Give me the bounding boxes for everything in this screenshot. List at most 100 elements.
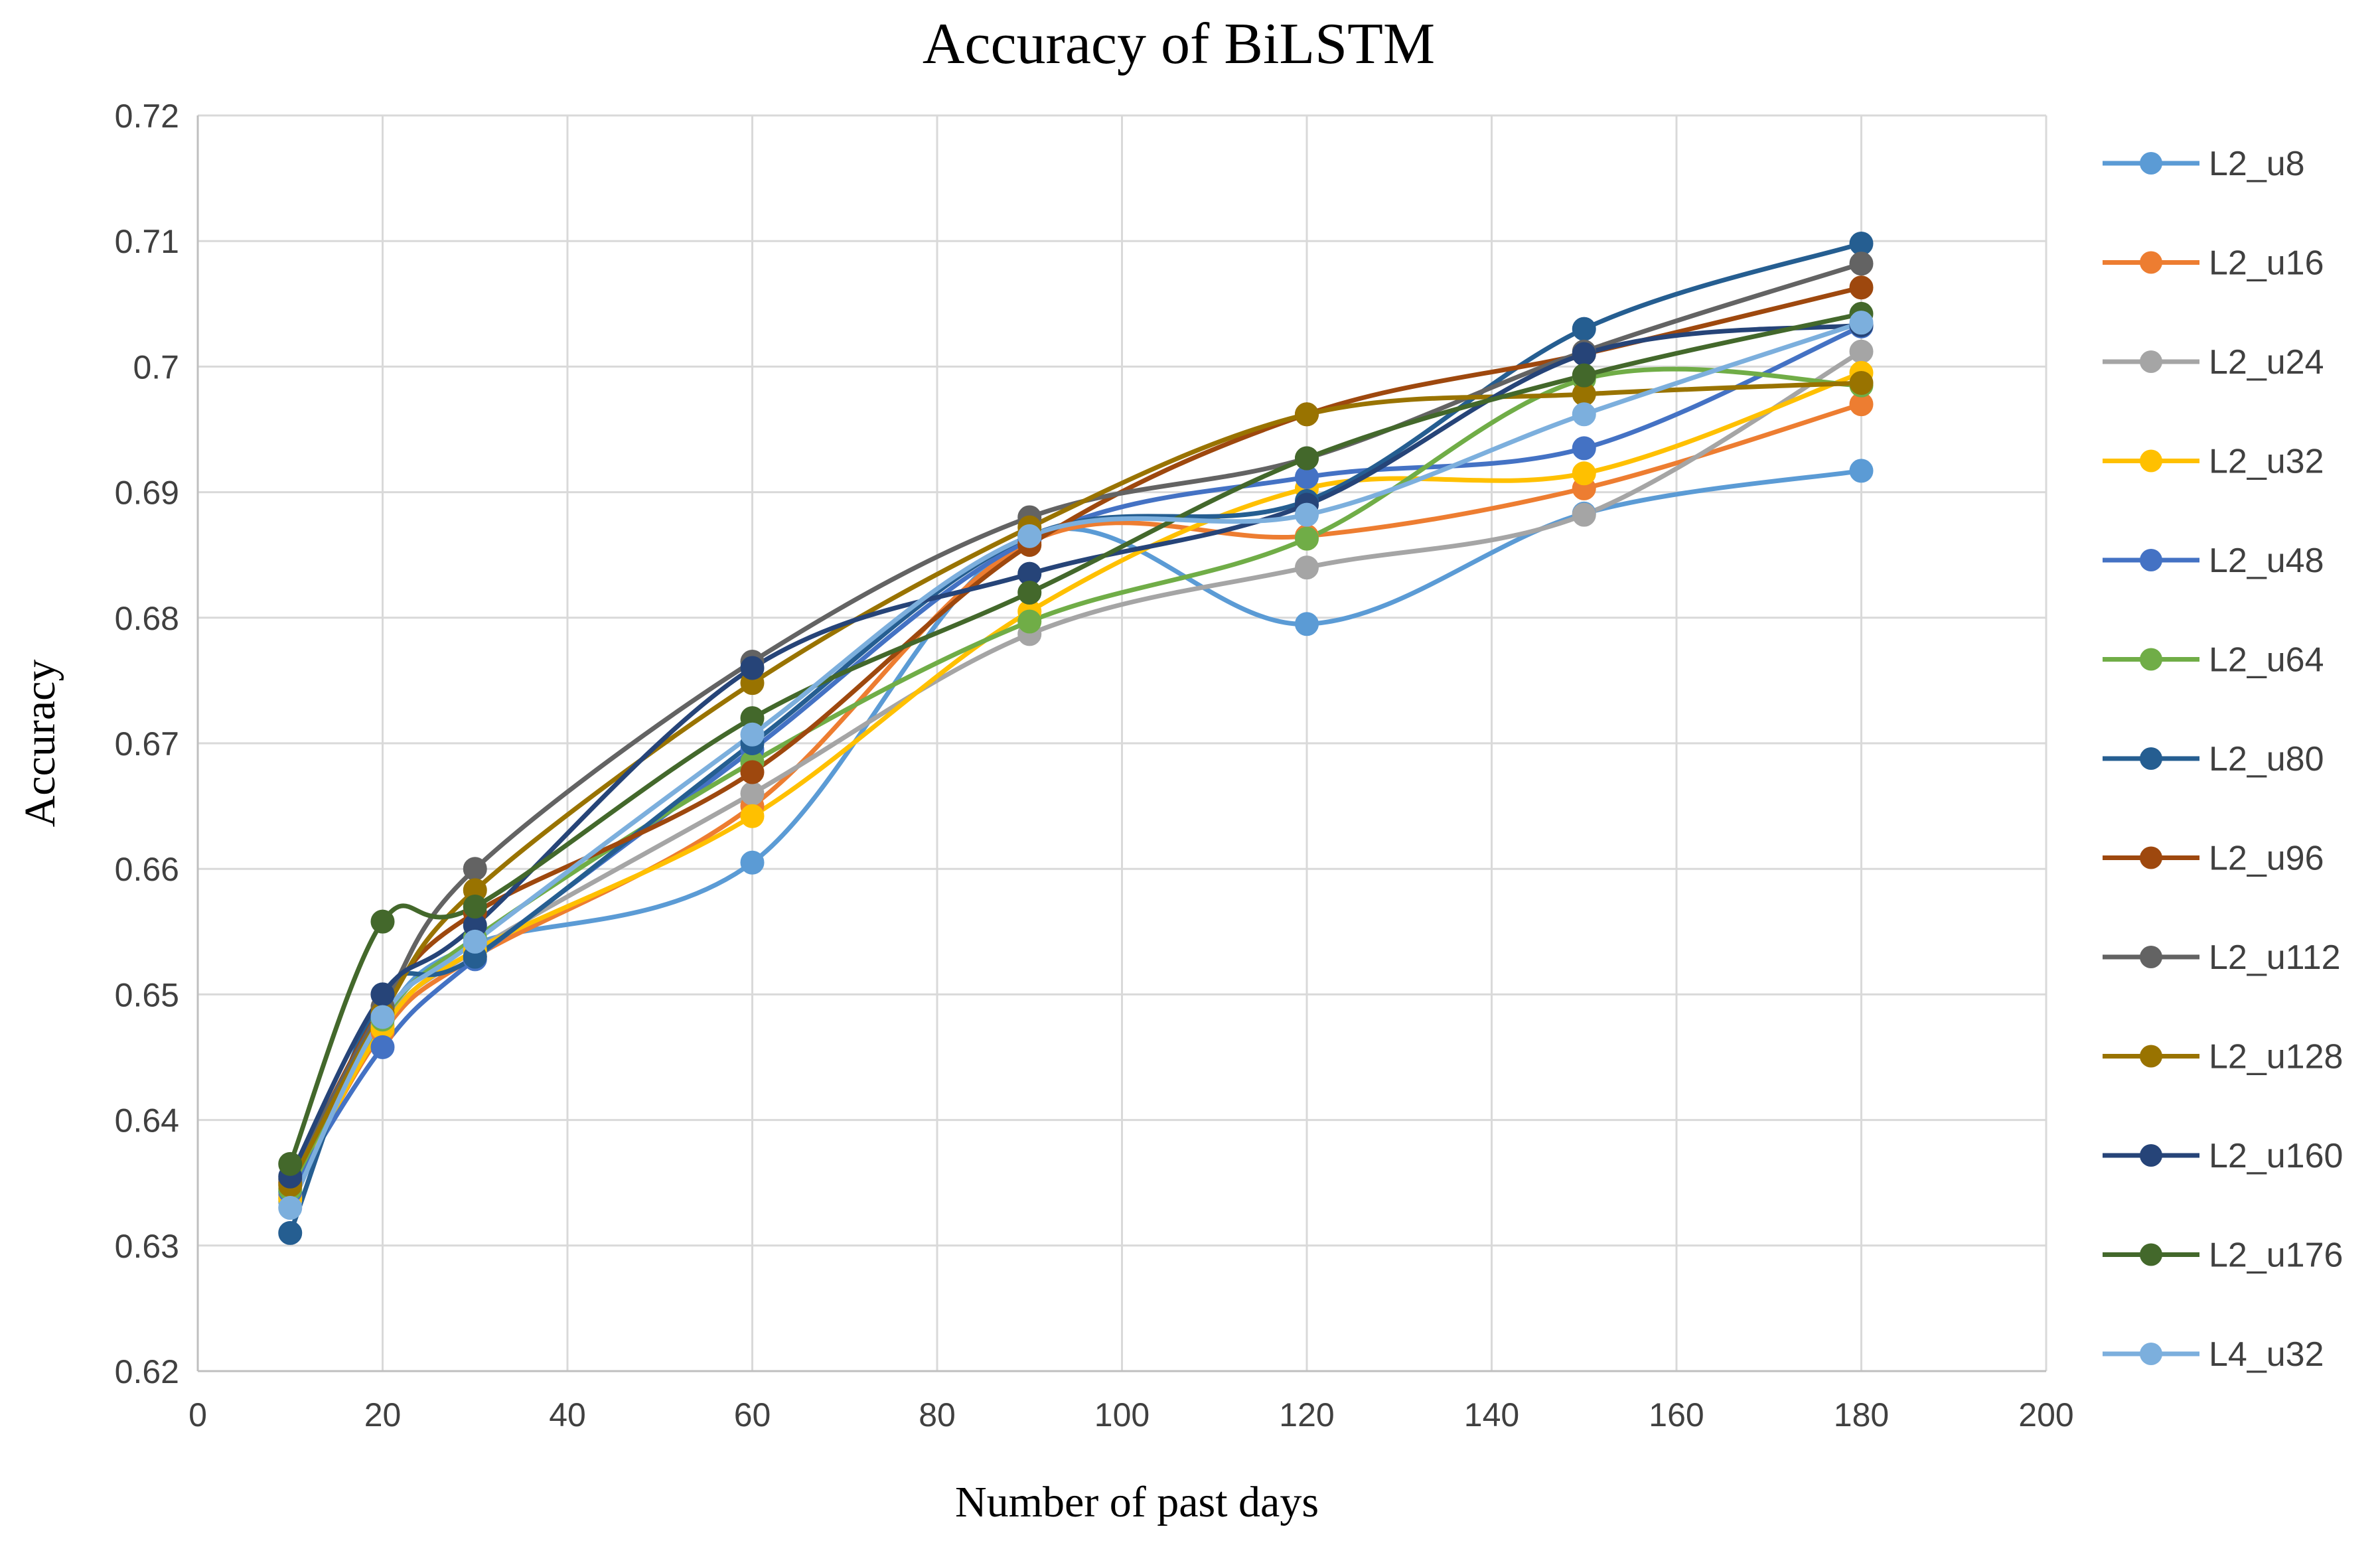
y-tick-label: 0.67	[115, 725, 179, 763]
data-point-l2-u80	[278, 1220, 303, 1245]
data-point-l4-u32	[278, 1196, 303, 1220]
x-tick-label: 140	[1464, 1396, 1519, 1433]
legend-label-l2-u128: L2_u128	[2209, 1038, 2343, 1076]
y-tick-label: 0.65	[115, 976, 179, 1013]
data-point-l2-u176	[278, 1151, 303, 1176]
data-point-l2-u32	[740, 804, 765, 828]
data-point-l2-u48	[370, 1035, 395, 1059]
legend-swatch-marker-l4-u32	[2140, 1343, 2162, 1365]
data-point-l2-u48	[1572, 436, 1596, 461]
x-tick-label: 80	[919, 1396, 956, 1433]
axes: 0 20 40 60 80 100 120 140 160 180 200 0.62 0.63 0.64 0…	[115, 98, 2074, 1433]
legend-swatch-marker-l2-u128	[2140, 1045, 2162, 1068]
x-tick-label: 40	[549, 1396, 586, 1433]
x-tick-label: 20	[364, 1396, 402, 1433]
legend-label-l4-u32: L4_u32	[2209, 1335, 2324, 1374]
series-markers	[278, 231, 1874, 1245]
series-line-l2-u16	[287, 402, 1864, 1198]
legend-label-l2-u80: L2_u80	[2209, 740, 2324, 778]
data-point-l2-u176	[1017, 580, 1042, 605]
data-point-l2-u24	[740, 781, 765, 806]
legend-swatch-marker-l2-u80	[2140, 747, 2162, 770]
legend: L2_u8 L2_u16 L2_u24 L2_u32 L2_u48 L2_u64 L2_u8…	[2103, 145, 2343, 1374]
chart-title: Accuracy of BiLSTM	[923, 12, 1435, 76]
x-axis-title: Number of past days	[955, 1478, 1319, 1526]
data-point-l2-u96	[740, 760, 765, 784]
data-point-l2-u24	[1295, 555, 1319, 580]
data-point-l2-u80	[1849, 231, 1874, 256]
legend-swatch-marker-l2-u8	[2140, 152, 2162, 175]
data-point-l2-u64	[1295, 526, 1319, 551]
series-line-l2-u176	[287, 311, 1864, 1167]
y-tick-label: 0.68	[115, 600, 179, 637]
y-tick-label: 0.62	[115, 1353, 179, 1390]
data-point-l2-u64	[1017, 609, 1042, 634]
data-point-l2-u160	[1572, 342, 1596, 366]
legend-swatch-marker-l2-u24	[2140, 350, 2162, 373]
data-point-l2-u160	[370, 982, 395, 1007]
data-point-l2-u128	[1295, 402, 1319, 427]
series-line-l2-u32	[287, 370, 1864, 1202]
data-point-l2-u8	[1295, 612, 1319, 636]
data-point-l2-u112	[1849, 252, 1874, 276]
x-tick-label: 180	[1834, 1396, 1889, 1433]
data-point-l2-u176	[463, 894, 487, 918]
data-point-l4-u32	[463, 929, 487, 954]
legend-swatch-marker-l2-u48	[2140, 549, 2162, 571]
data-point-l4-u32	[1295, 502, 1319, 527]
y-axis-title: Accuracy	[16, 660, 64, 828]
y-tick-label: 0.63	[115, 1228, 179, 1265]
y-tick-label: 0.7	[133, 348, 179, 386]
legend-label-l2-u112: L2_u112	[2209, 938, 2341, 977]
legend-label-l2-u64: L2_u64	[2209, 641, 2324, 680]
data-point-l2-u8	[740, 850, 765, 875]
legend-label-l2-u32: L2_u32	[2209, 443, 2324, 481]
y-tick-label: 0.71	[115, 223, 179, 260]
data-point-l4-u32	[1849, 311, 1874, 335]
legend-label-l2-u176: L2_u176	[2209, 1236, 2343, 1275]
legend-label-l2-u24: L2_u24	[2209, 343, 2324, 382]
y-tick-label: 0.64	[115, 1102, 179, 1139]
x-tick-label: 60	[734, 1396, 771, 1433]
x-tick-label: 100	[1094, 1396, 1150, 1433]
data-point-l4-u32	[1572, 402, 1596, 427]
data-point-l2-u32	[1572, 461, 1596, 486]
legend-swatch-marker-l2-u96	[2140, 846, 2162, 869]
data-point-l4-u32	[1017, 524, 1042, 548]
data-point-l2-u24	[1849, 339, 1874, 364]
data-point-l4-u32	[370, 1005, 395, 1029]
legend-swatch-marker-l2-u176	[2140, 1243, 2162, 1266]
legend-swatch-marker-l2-u32	[2140, 449, 2162, 473]
legend-label-l2-u160: L2_u160	[2209, 1137, 2343, 1175]
series-line-l2-u112	[287, 261, 1864, 1181]
series-line-l4-u32	[287, 320, 1864, 1211]
legend-label-l2-u96: L2_u96	[2209, 840, 2324, 878]
data-point-l2-u160	[740, 656, 765, 680]
series-line-l2-u160	[287, 323, 1864, 1179]
x-tick-label: 120	[1279, 1396, 1334, 1433]
data-point-l2-u176	[370, 909, 395, 934]
legend-swatch-marker-l2-u160	[2140, 1144, 2162, 1167]
data-point-l2-u112	[463, 857, 487, 881]
data-point-l2-u96	[1849, 275, 1874, 300]
legend-label-l2-u16: L2_u16	[2209, 244, 2324, 283]
data-point-l2-u128	[1849, 370, 1874, 395]
y-tick-label: 0.66	[115, 851, 179, 888]
data-point-l2-u24	[1572, 502, 1596, 527]
x-tick-label: 0	[188, 1396, 207, 1433]
x-tick-label: 200	[2018, 1396, 2073, 1433]
data-point-l2-u80	[1572, 317, 1596, 341]
legend-label-l2-u8: L2_u8	[2209, 145, 2305, 183]
data-point-l2-u176	[1572, 363, 1596, 388]
data-point-l2-u8	[1849, 459, 1874, 483]
legend-swatch-marker-l2-u112	[2140, 946, 2162, 968]
legend-swatch-marker-l2-u64	[2140, 648, 2162, 671]
x-tick-label: 160	[1649, 1396, 1704, 1433]
legend-label-l2-u48: L2_u48	[2209, 542, 2324, 580]
data-point-l2-u176	[1295, 446, 1319, 471]
legend-swatch-marker-l2-u16	[2140, 251, 2162, 274]
data-point-l4-u32	[740, 722, 765, 747]
